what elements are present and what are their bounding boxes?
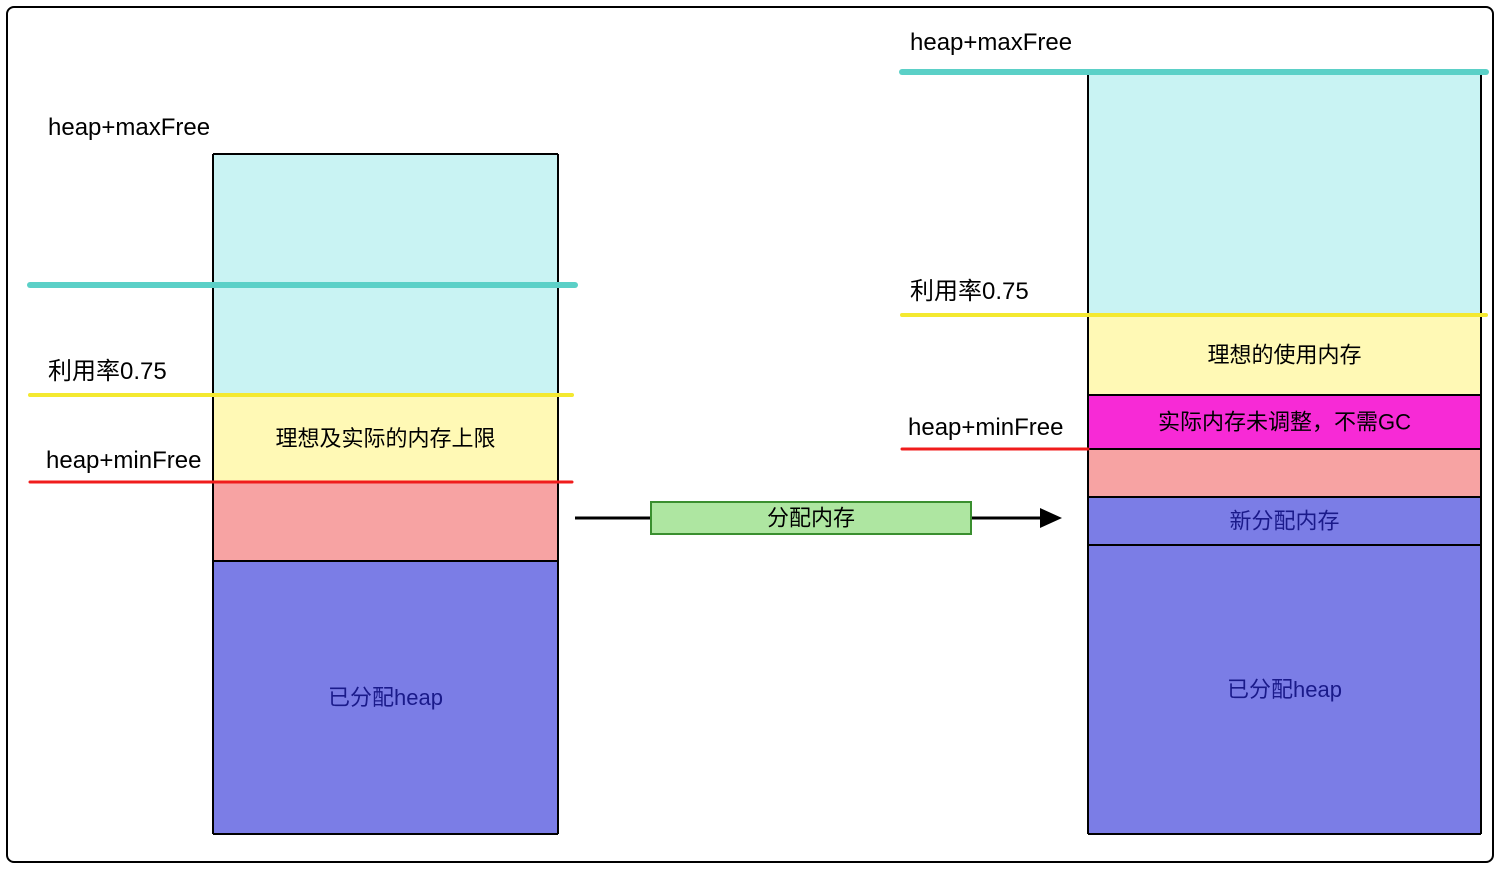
- right-stack-red-fill: [1088, 449, 1481, 497]
- right-stack-magenta-label: 实际内存未调整，不需GC: [1158, 410, 1411, 435]
- left-stack-purple-label: 已分配heap: [328, 685, 443, 710]
- left-stack-red-fill: [213, 482, 558, 561]
- diagram-frame: 理想及实际的内存上限已分配heap理想的使用内存实际内存未调整，不需GC新分配内…: [6, 6, 1494, 863]
- left-stack-minFree-label: heap+minFree: [46, 447, 201, 474]
- arrow-box-label: 分配内存: [767, 506, 855, 531]
- left-stack-yellow-label: 理想及实际的内存上限: [275, 426, 495, 451]
- right-stack-purple-label: 已分配heap: [1227, 677, 1342, 702]
- left-stack-cyan-fill: [213, 154, 558, 395]
- transition-arrow: 分配内存: [575, 502, 1062, 534]
- right-stack-yellow-label: 理想的使用内存: [1207, 343, 1361, 368]
- left-stack-util-label: 利用率0.75: [48, 358, 167, 385]
- right-stack-minFree-label: heap+minFree: [908, 414, 1063, 441]
- arrow-head: [1040, 508, 1062, 528]
- right-stack-purple2-label: 新分配内存: [1229, 509, 1339, 534]
- right-stack-util-label: 利用率0.75: [910, 278, 1029, 305]
- right-stack: 理想的使用内存实际内存未调整，不需GC 新分配内存已分配heap: [1088, 72, 1481, 834]
- left-stack: 理想及实际的内存上限已分配heap: [213, 154, 558, 834]
- right-stack-cyan-fill: [1088, 72, 1481, 315]
- left-stack-maxFree-label: heap+maxFree: [48, 114, 210, 141]
- diagram-svg: 理想及实际的内存上限已分配heap理想的使用内存实际内存未调整，不需GC新分配内…: [8, 8, 1496, 865]
- right-stack-maxFree-label: heap+maxFree: [910, 29, 1072, 56]
